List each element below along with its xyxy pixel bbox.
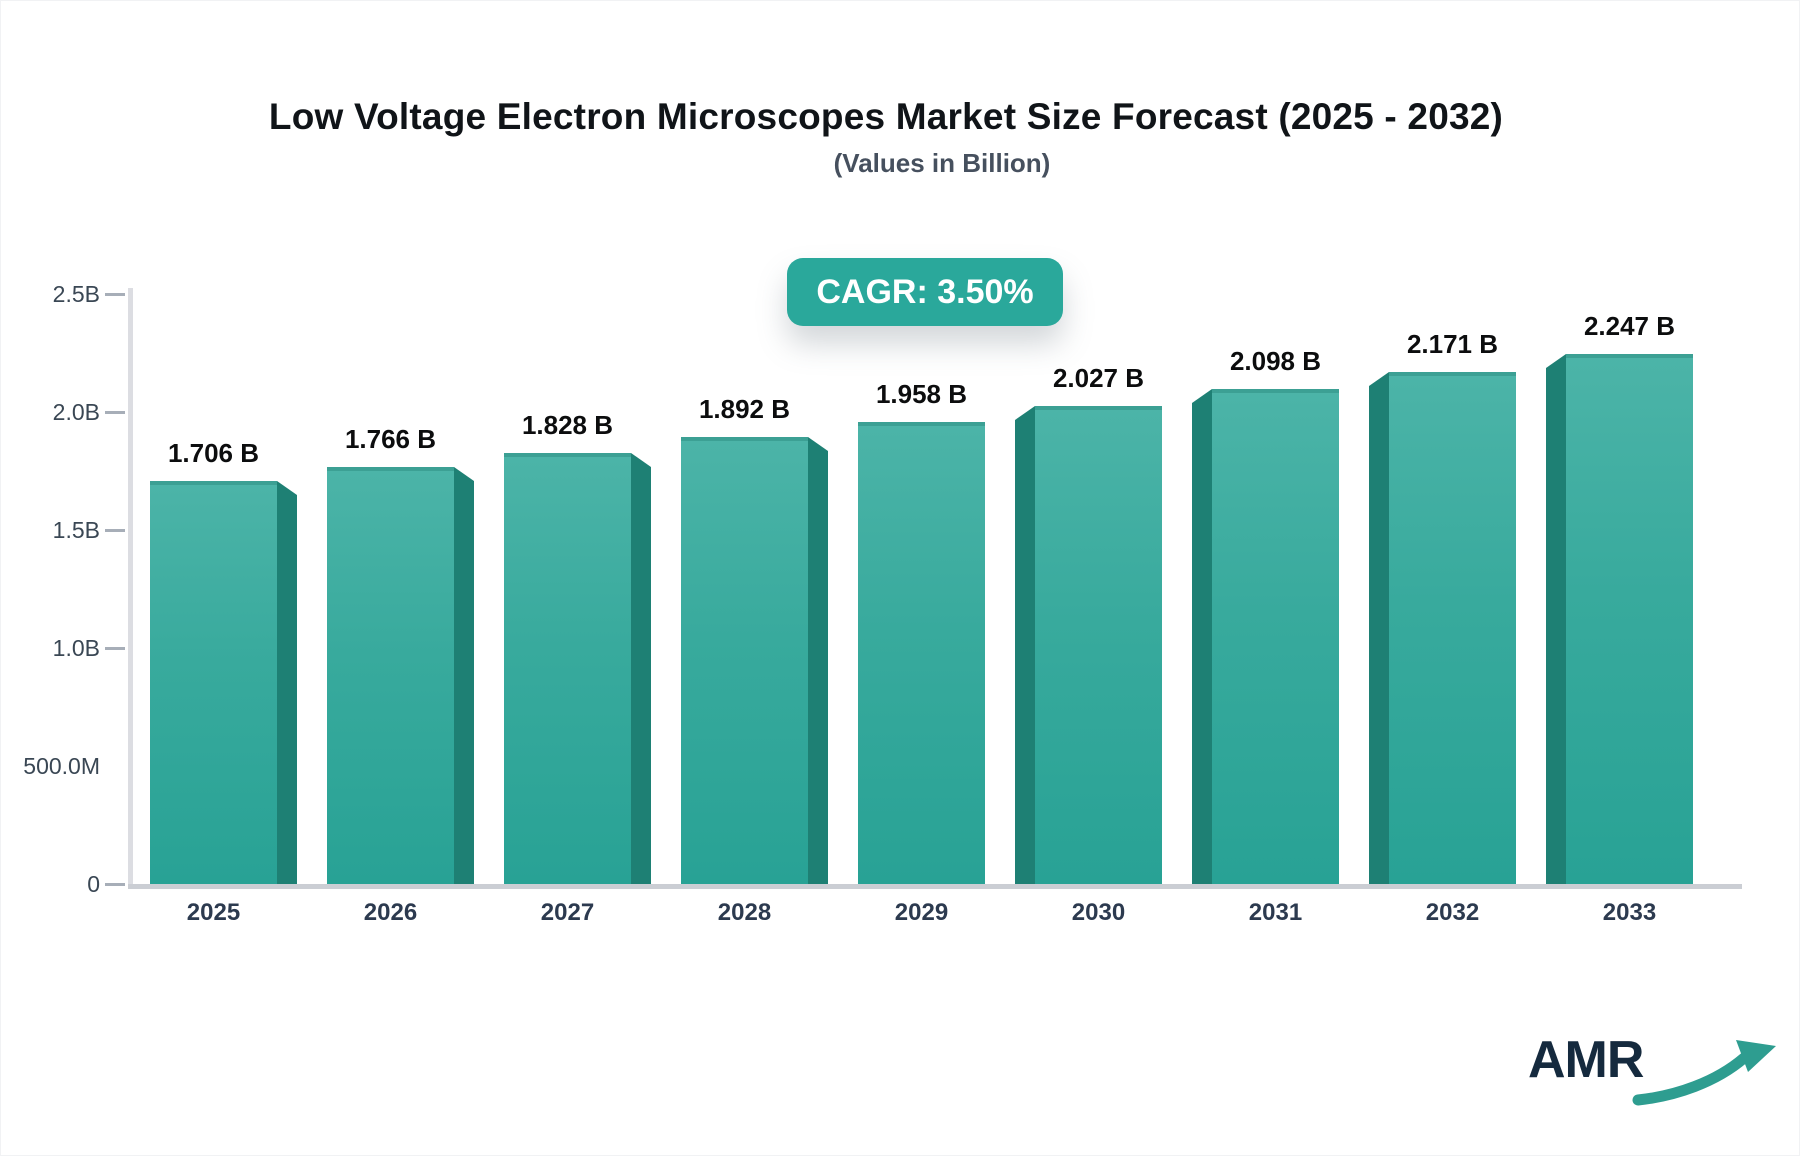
y-tick-label: 500.0M [23, 753, 100, 779]
bar-2033 [1566, 354, 1693, 884]
bar-2031 [1212, 389, 1339, 884]
cagr-badge: CAGR: 3.50% [787, 258, 1063, 326]
bar-value-label: 1.766 B [344, 424, 437, 454]
bar-2032 [1389, 372, 1516, 884]
y-tick-dash [105, 293, 125, 296]
bar-side-shade [1192, 389, 1212, 884]
x-axis-label-2033: 2033 [1602, 899, 1657, 926]
x-axis-label-2025: 2025 [186, 899, 241, 926]
y-tick-label: 1.0B [52, 635, 100, 661]
bar-top-edge [681, 437, 808, 441]
bar-top-edge [858, 422, 985, 426]
y-tick-label: 1.5B [52, 517, 100, 543]
y-tick-dash [105, 411, 125, 414]
y-tick-label: 2.5B [52, 281, 100, 307]
bar-2028 [681, 437, 808, 884]
x-axis-label-2032: 2032 [1425, 899, 1480, 926]
x-axis-label-2030: 2030 [1071, 899, 1126, 926]
bar-top-edge [1212, 389, 1339, 393]
cagr-badge-label: CAGR: 3.50% [816, 272, 1034, 311]
bar-value-label: 2.098 B [1229, 346, 1322, 376]
x-axis-label-2031: 2031 [1248, 899, 1303, 926]
bar-side-shade [808, 437, 828, 884]
bar-value-label: 1.892 B [698, 394, 791, 424]
y-axis-line [128, 288, 133, 888]
bar-value-label: 2.171 B [1406, 329, 1499, 359]
bar-top-edge [1035, 406, 1162, 410]
bar-top-edge [504, 453, 631, 457]
bar-side-shade [1546, 354, 1566, 884]
bar-2026 [327, 467, 454, 884]
bar-side-shade [277, 481, 297, 884]
bar-2029 [858, 422, 985, 884]
amr-logo: AMR [1528, 1030, 1778, 1120]
y-tick-dash [105, 883, 125, 886]
bar-side-shade [1369, 372, 1389, 884]
bar-value-label: 1.828 B [521, 410, 614, 440]
x-axis-label-2028: 2028 [717, 899, 772, 926]
x-axis-label-2027: 2027 [540, 899, 595, 926]
y-tick-label: 2.0B [52, 399, 100, 425]
bar-2027 [504, 453, 631, 884]
bar-side-shade [1015, 406, 1035, 884]
amr-logo-text: AMR [1528, 1031, 1644, 1089]
bar-value-label: 2.027 B [1052, 363, 1145, 393]
bar-value-label: 1.706 B [167, 438, 260, 468]
bar-2025 [150, 481, 277, 884]
bar-side-shade [631, 453, 651, 884]
x-axis-line [128, 884, 1742, 889]
x-axis-label-2026: 2026 [363, 899, 418, 926]
chart-subtitle: (Values in Billion) [833, 148, 1051, 178]
bar-top-edge [150, 481, 277, 485]
bar-value-label: 1.958 B [875, 379, 968, 409]
chart-title: Low Voltage Electron Microscopes Market … [268, 96, 1504, 137]
y-tick-dash [105, 647, 125, 650]
y-tick-dash [105, 529, 125, 532]
y-tick-label: 0 [87, 871, 100, 897]
growth-arrow-icon [1632, 1040, 1776, 1106]
bar-top-edge [1389, 372, 1516, 376]
bar-top-edge [1566, 354, 1693, 358]
x-axis-label-2029: 2029 [894, 899, 949, 926]
bar-2030 [1035, 406, 1162, 884]
bar-top-edge [327, 467, 454, 471]
bar-value-label: 2.247 B [1583, 311, 1676, 341]
bar-side-shade [454, 467, 474, 884]
